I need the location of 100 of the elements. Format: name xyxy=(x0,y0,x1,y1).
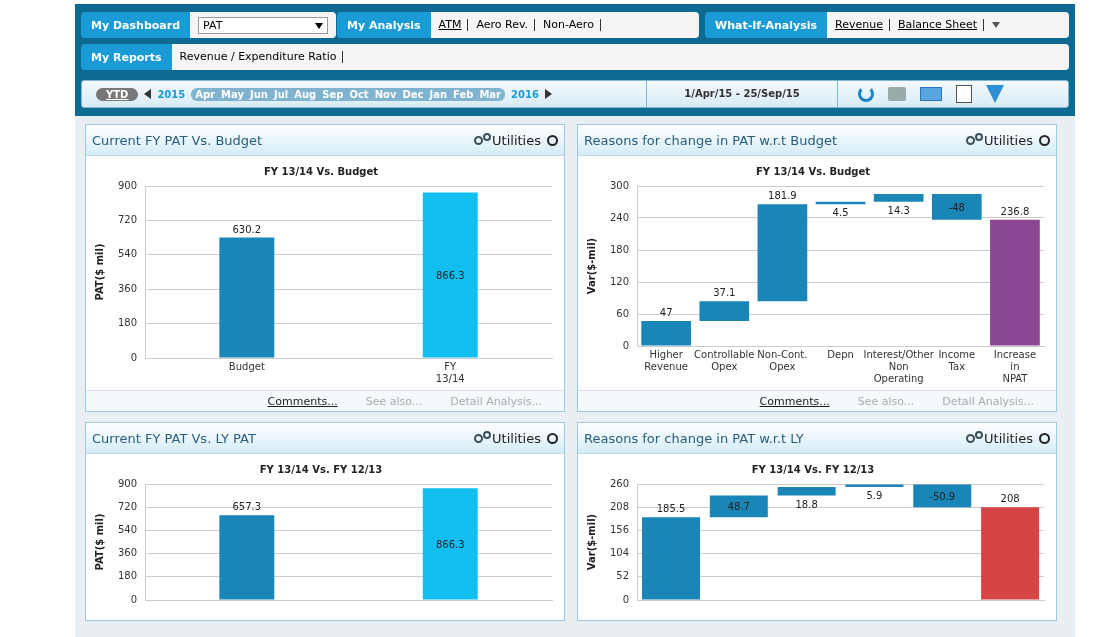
y-axis-title: Var($-mil) xyxy=(585,237,597,295)
data-label: 14.3 xyxy=(887,204,910,216)
text: Oct xyxy=(349,88,369,100)
bar xyxy=(757,204,808,302)
text: Jul xyxy=(273,88,289,100)
text: Nov xyxy=(374,88,397,100)
text: 2015 xyxy=(157,88,186,100)
text: Aug xyxy=(294,88,317,100)
y-tick-label: 260 xyxy=(609,477,630,489)
y-axis-title: PAT($ mil) xyxy=(93,243,105,301)
y-axis-title: Var($-mil) xyxy=(585,513,597,571)
data-label: -50.9 xyxy=(929,490,956,502)
bar xyxy=(981,507,1040,600)
data-label: 208 xyxy=(1000,493,1020,505)
bar xyxy=(641,320,691,346)
y-tick-label: 900 xyxy=(117,477,138,489)
text: Balance Sheet xyxy=(897,18,985,31)
text: Utilities xyxy=(492,132,541,148)
text: Detail Analysis... xyxy=(942,394,1034,408)
text: Non-Aero xyxy=(543,18,601,31)
x-tick-label: Depn xyxy=(827,348,854,360)
text: YTD xyxy=(96,87,139,101)
y-tick-label: 0 xyxy=(130,593,138,605)
text: My Reports xyxy=(90,50,163,64)
text: Sep xyxy=(322,88,344,100)
x-tick-label: Higher Revenue xyxy=(644,348,688,372)
y-tick-label: 540 xyxy=(117,523,138,535)
text: Dec xyxy=(402,88,424,100)
text: Jan xyxy=(429,88,448,100)
y-tick-label: 300 xyxy=(609,179,630,191)
chart-subtitle: FY 13/14 Vs. Budget xyxy=(263,165,379,177)
text: Jun xyxy=(249,88,268,100)
y-tick-label: 720 xyxy=(117,213,138,225)
y-tick-label: 900 xyxy=(117,179,138,191)
data-label: 48.7 xyxy=(727,501,750,513)
data-label: 185.5 xyxy=(656,503,686,515)
bar xyxy=(845,484,904,488)
text: Detail Analysis... xyxy=(450,394,542,408)
y-tick-label: 208 xyxy=(609,500,630,512)
text: May xyxy=(221,88,244,100)
x-tick-label: FY 13/14 xyxy=(435,360,465,384)
text: Comments... xyxy=(759,394,830,408)
bar xyxy=(699,301,750,321)
chart-title: Current FY PAT Vs. Budget xyxy=(92,132,264,148)
x-tick-label: Budget xyxy=(228,360,265,372)
y-axis-title: PAT($ mil) xyxy=(93,513,105,571)
text: My Dashboard xyxy=(90,18,182,32)
chart-subtitle: FY 13/14 Vs. FY 12/13 xyxy=(259,463,383,475)
data-label: 866.3 xyxy=(435,270,465,282)
bar xyxy=(931,194,982,220)
bar xyxy=(990,219,1040,346)
text: Feb xyxy=(453,88,474,100)
data-label: 47 xyxy=(659,306,673,318)
text: Utilities xyxy=(492,430,541,446)
chart-subtitle: FY 13/14 Vs. Budget xyxy=(755,165,871,177)
text: Mar xyxy=(479,88,502,100)
chart-subtitle: FY 13/14 Vs. FY 12/13 xyxy=(751,463,875,475)
x-tick-label: Controllable Opex xyxy=(694,348,755,372)
text: What-If-Analysis xyxy=(714,18,819,32)
x-tick-label: Income Tax xyxy=(938,348,976,372)
data-label: 236.8 xyxy=(1000,205,1030,217)
y-tick-label: 0 xyxy=(622,339,630,351)
data-label: 4.5 xyxy=(832,207,849,219)
text: 1/Apr/15 - 25/Sep/15 xyxy=(646,81,838,107)
y-tick-label: 180 xyxy=(117,570,138,582)
y-tick-label: 52 xyxy=(616,570,630,582)
bar xyxy=(777,487,836,496)
data-label: 5.9 xyxy=(866,490,883,502)
text: Comments... xyxy=(267,394,338,408)
data-label: 181.9 xyxy=(768,190,797,202)
y-tick-label: 60 xyxy=(616,307,630,319)
bar xyxy=(913,484,972,508)
bar xyxy=(873,194,924,202)
y-tick-label: 180 xyxy=(117,317,138,329)
bar xyxy=(642,517,700,600)
y-tick-label: 360 xyxy=(117,547,138,559)
text: Revenue / Expenditure Ratio xyxy=(179,50,344,63)
data-label: 37.1 xyxy=(713,287,736,299)
text: Utilities xyxy=(984,430,1033,446)
y-tick-label: 540 xyxy=(117,248,138,260)
text: PAT xyxy=(203,18,224,32)
text: Apr xyxy=(195,88,216,100)
y-tick-label: 720 xyxy=(117,500,138,512)
x-tick-label: Non-Cont. Opex xyxy=(757,348,808,372)
text: See also... xyxy=(857,394,915,408)
data-label: 630.2 xyxy=(232,223,262,235)
chart-title: Reasons for change in PAT w.r.t LY xyxy=(584,430,805,446)
text: ATM xyxy=(438,18,469,31)
chart-title: Reasons for change in PAT w.r.t Budget xyxy=(584,132,839,148)
text: See also... xyxy=(365,394,423,408)
data-label: 18.8 xyxy=(795,498,818,510)
text: 2016 xyxy=(511,88,539,100)
chart-title: Current FY PAT Vs. LY PAT xyxy=(92,430,257,446)
y-tick-label: 0 xyxy=(130,351,138,363)
x-tick-label: Interest/Other Non Operating xyxy=(863,348,935,384)
x-tick-label: Increase in NPAT xyxy=(993,348,1037,384)
text: Revenue xyxy=(835,18,890,31)
y-tick-label: 0 xyxy=(622,593,630,605)
text: Utilities xyxy=(984,132,1033,148)
y-tick-label: 104 xyxy=(609,547,630,559)
